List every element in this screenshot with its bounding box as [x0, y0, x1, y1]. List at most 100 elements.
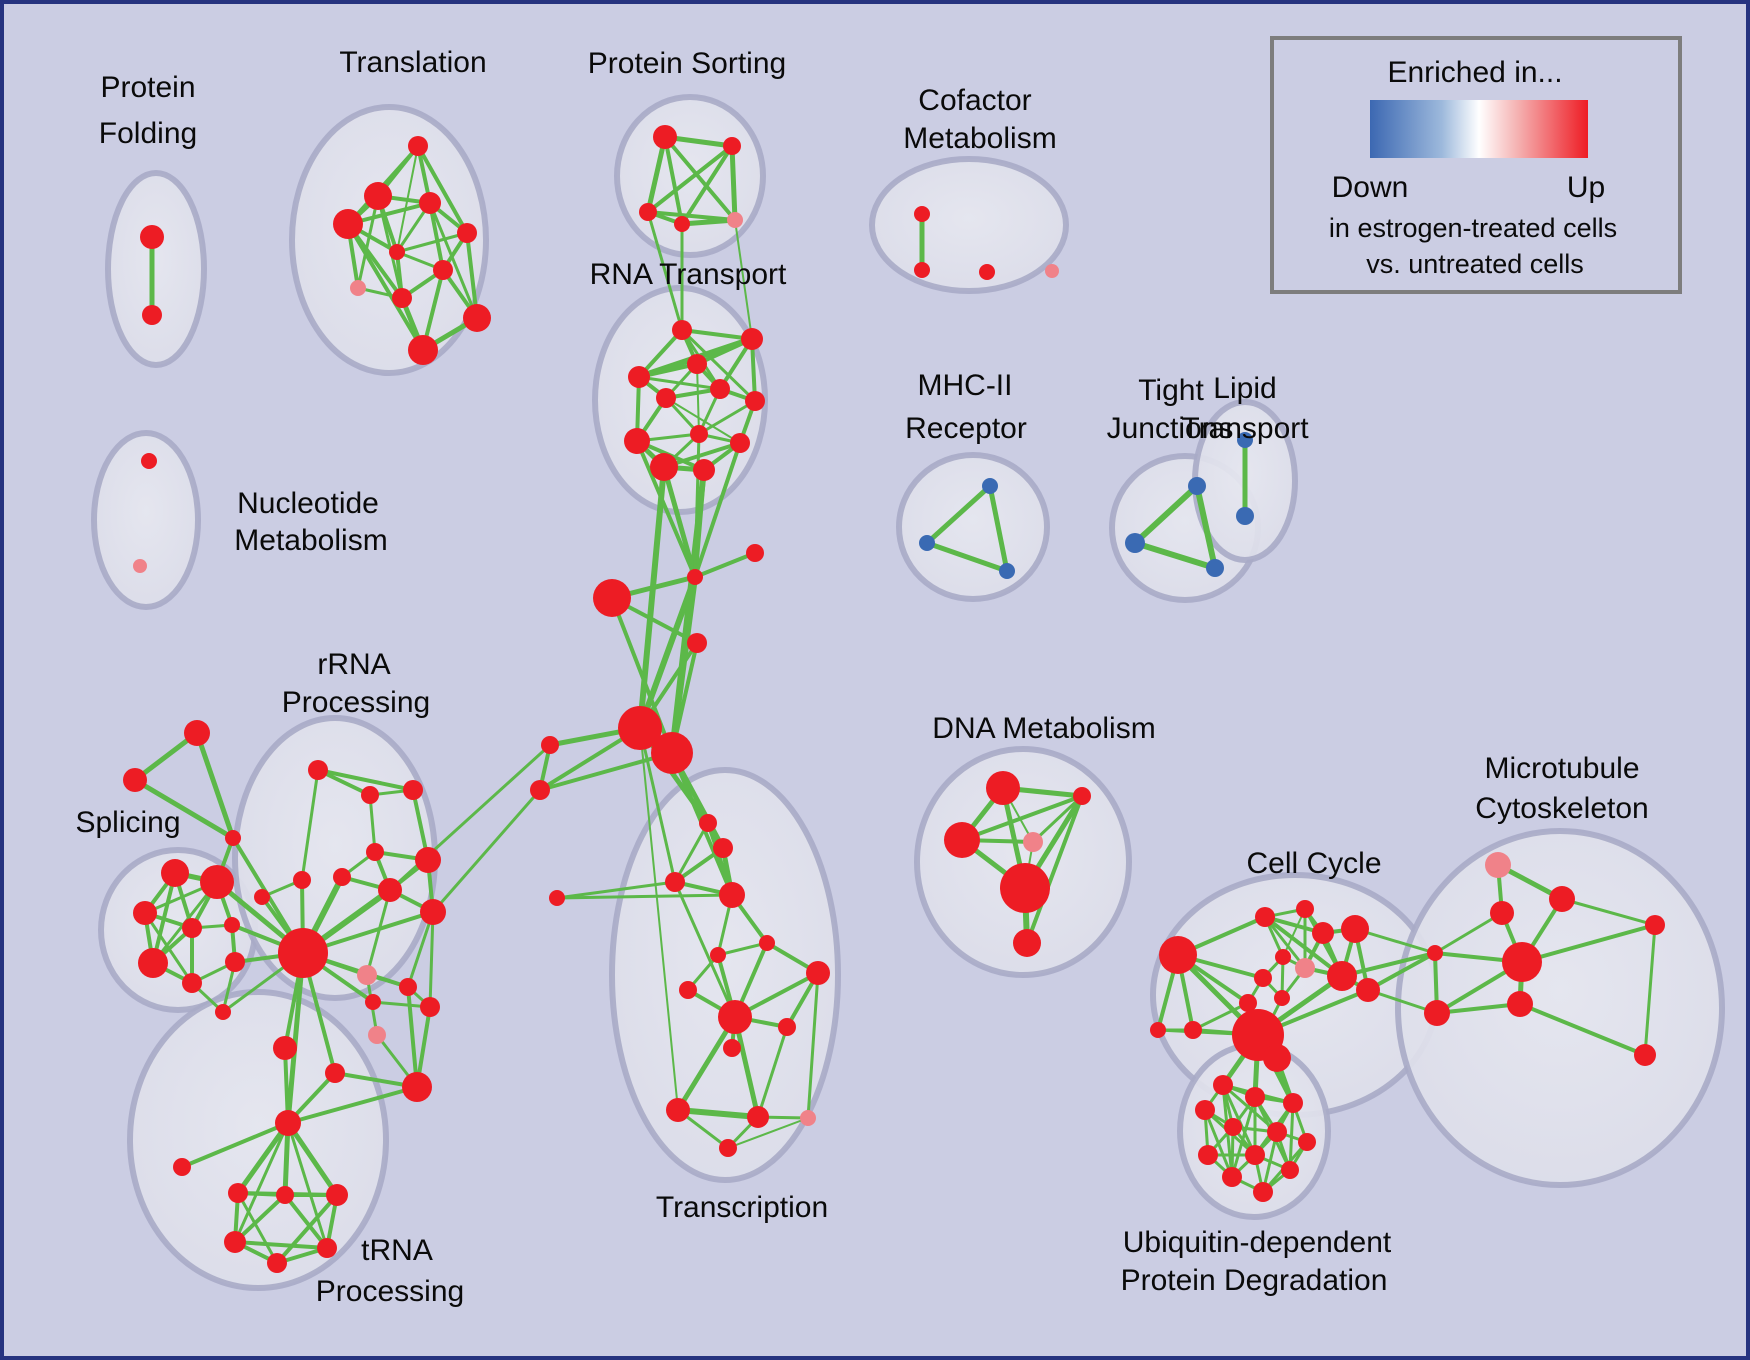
gene-set-node-red[interactable]	[317, 1238, 337, 1258]
gene-set-node-red[interactable]	[366, 843, 384, 861]
gene-set-node-pink[interactable]	[1045, 264, 1059, 278]
gene-set-node-blue[interactable]	[982, 478, 998, 494]
gene-set-node-pink[interactable]	[1295, 958, 1315, 978]
gene-set-node-pink[interactable]	[800, 1110, 816, 1126]
gene-set-node-red[interactable]	[1507, 991, 1533, 1017]
gene-set-node-red[interactable]	[653, 125, 677, 149]
gene-set-node-red[interactable]	[666, 1098, 690, 1122]
gene-set-node-red[interactable]	[419, 192, 441, 214]
gene-set-node-pink[interactable]	[133, 559, 147, 573]
gene-set-node-red[interactable]	[650, 453, 678, 481]
gene-set-node-pink[interactable]	[727, 212, 743, 228]
gene-set-node-red[interactable]	[723, 1039, 741, 1057]
gene-set-node-red[interactable]	[745, 391, 765, 411]
gene-set-node-red[interactable]	[710, 379, 730, 399]
gene-set-node-red[interactable]	[254, 889, 270, 905]
gene-set-node-red[interactable]	[308, 760, 328, 780]
gene-set-node-red[interactable]	[1245, 1087, 1265, 1107]
gene-set-node-red[interactable]	[914, 206, 930, 222]
gene-set-node-red[interactable]	[293, 871, 311, 889]
gene-set-node-red[interactable]	[1281, 1161, 1299, 1179]
gene-set-node-red[interactable]	[719, 882, 745, 908]
gene-set-node-red[interactable]	[1283, 1093, 1303, 1113]
gene-set-node-red[interactable]	[639, 203, 657, 221]
gene-set-node-red[interactable]	[138, 948, 168, 978]
gene-set-node-red[interactable]	[392, 288, 412, 308]
gene-set-node-red[interactable]	[161, 859, 189, 887]
gene-set-node-pink[interactable]	[1485, 852, 1511, 878]
gene-set-node-red[interactable]	[1327, 961, 1357, 991]
gene-set-node-red[interactable]	[402, 1072, 432, 1102]
gene-set-node-red[interactable]	[275, 1110, 301, 1136]
gene-set-node-red[interactable]	[333, 209, 363, 239]
gene-set-node-red[interactable]	[325, 1063, 345, 1083]
gene-set-node-red[interactable]	[944, 822, 980, 858]
gene-set-node-red[interactable]	[173, 1158, 191, 1176]
gene-set-node-red[interactable]	[361, 786, 379, 804]
gene-set-node-pink[interactable]	[357, 965, 377, 985]
gene-set-node-red[interactable]	[333, 868, 351, 886]
gene-set-node-red[interactable]	[403, 780, 423, 800]
gene-set-node-red[interactable]	[1645, 915, 1665, 935]
gene-set-node-red[interactable]	[1549, 886, 1575, 912]
gene-set-node-blue[interactable]	[919, 535, 935, 551]
gene-set-node-red[interactable]	[672, 320, 692, 340]
gene-set-node-red[interactable]	[182, 973, 202, 993]
gene-set-node-red[interactable]	[628, 366, 650, 388]
gene-set-node-red[interactable]	[530, 780, 550, 800]
gene-set-node-red[interactable]	[1356, 978, 1380, 1002]
gene-set-node-red[interactable]	[693, 459, 715, 481]
gene-set-node-red[interactable]	[224, 917, 240, 933]
gene-set-node-red[interactable]	[687, 633, 707, 653]
gene-set-node-red[interactable]	[979, 264, 995, 280]
gene-set-node-red[interactable]	[273, 1036, 297, 1060]
gene-set-node-red[interactable]	[679, 981, 697, 999]
gene-set-node-red[interactable]	[730, 433, 750, 453]
gene-set-node-red[interactable]	[593, 579, 631, 617]
gene-set-node-red[interactable]	[1490, 901, 1514, 925]
gene-set-node-red[interactable]	[778, 1018, 796, 1036]
gene-set-node-blue[interactable]	[1236, 507, 1254, 525]
gene-set-node-red[interactable]	[133, 901, 157, 925]
gene-set-node-red[interactable]	[759, 935, 775, 951]
gene-set-node-red[interactable]	[225, 952, 245, 972]
gene-set-node-blue[interactable]	[1206, 559, 1224, 577]
gene-set-node-red[interactable]	[1296, 900, 1314, 918]
gene-set-node-red[interactable]	[1254, 969, 1272, 987]
gene-set-node-red[interactable]	[986, 771, 1020, 805]
gene-set-node-red[interactable]	[1275, 949, 1291, 965]
gene-set-node-red[interactable]	[1239, 994, 1257, 1012]
gene-set-node-red[interactable]	[1000, 863, 1050, 913]
gene-set-node-red[interactable]	[1427, 945, 1443, 961]
gene-set-node-red[interactable]	[1424, 1000, 1450, 1026]
gene-set-node-red[interactable]	[747, 1106, 769, 1128]
gene-set-node-red[interactable]	[399, 978, 417, 996]
gene-set-node-red[interactable]	[1198, 1145, 1218, 1165]
gene-set-node-blue[interactable]	[1237, 432, 1253, 448]
gene-set-node-pink[interactable]	[1023, 832, 1043, 852]
gene-set-node-pink[interactable]	[368, 1026, 386, 1044]
gene-set-node-red[interactable]	[326, 1184, 348, 1206]
gene-set-node-red[interactable]	[723, 137, 741, 155]
gene-set-node-red[interactable]	[699, 814, 717, 832]
gene-set-node-red[interactable]	[420, 899, 446, 925]
gene-set-node-red[interactable]	[651, 732, 693, 774]
gene-set-node-red[interactable]	[1195, 1100, 1215, 1120]
gene-set-node-red[interactable]	[674, 216, 690, 232]
gene-set-node-red[interactable]	[1255, 907, 1275, 927]
gene-set-node-red[interactable]	[806, 961, 830, 985]
gene-set-node-red[interactable]	[1267, 1122, 1287, 1142]
gene-set-node-red[interactable]	[719, 1139, 737, 1157]
gene-set-node-red[interactable]	[665, 872, 685, 892]
gene-set-node-red[interactable]	[1013, 929, 1041, 957]
gene-set-node-red[interactable]	[184, 720, 210, 746]
gene-set-node-red[interactable]	[1341, 915, 1369, 943]
gene-set-node-red[interactable]	[1150, 1022, 1166, 1038]
gene-set-node-red[interactable]	[408, 335, 438, 365]
gene-set-node-red[interactable]	[276, 1186, 294, 1204]
gene-set-node-red[interactable]	[656, 388, 676, 408]
gene-set-node-red[interactable]	[624, 428, 650, 454]
gene-set-node-red[interactable]	[142, 305, 162, 325]
gene-set-node-pink[interactable]	[350, 280, 366, 296]
gene-set-node-red[interactable]	[182, 918, 202, 938]
